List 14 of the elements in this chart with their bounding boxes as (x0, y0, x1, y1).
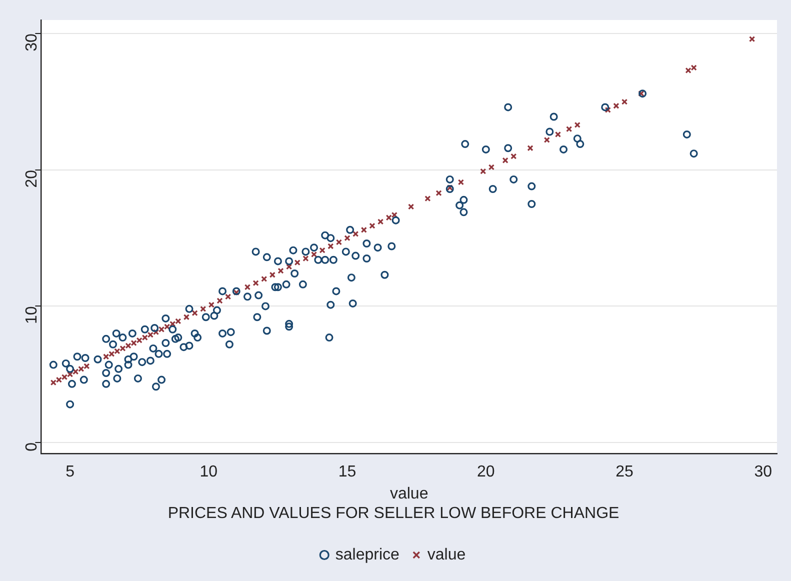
y-tick-label: 30 (24, 34, 41, 52)
legend-label: saleprice (335, 546, 400, 564)
y-tick-label: 20 (24, 170, 41, 188)
text: PRICES AND VALUES FOR SELLER LOW BEFORE CHANGE (168, 504, 620, 522)
legend-label: value (427, 546, 466, 564)
y-tick-label: 10 (24, 306, 41, 324)
x-tick-label: 20 (477, 463, 495, 480)
x-tick-label: 15 (338, 463, 356, 480)
x-tick-label: 10 (200, 463, 218, 480)
x-axis-title: value (390, 486, 428, 503)
x-tick-label: 25 (616, 463, 634, 480)
y-tick-label: 0 (24, 442, 41, 452)
x-tick-label: 5 (66, 463, 75, 480)
x-tick-label: 30 (754, 463, 772, 480)
